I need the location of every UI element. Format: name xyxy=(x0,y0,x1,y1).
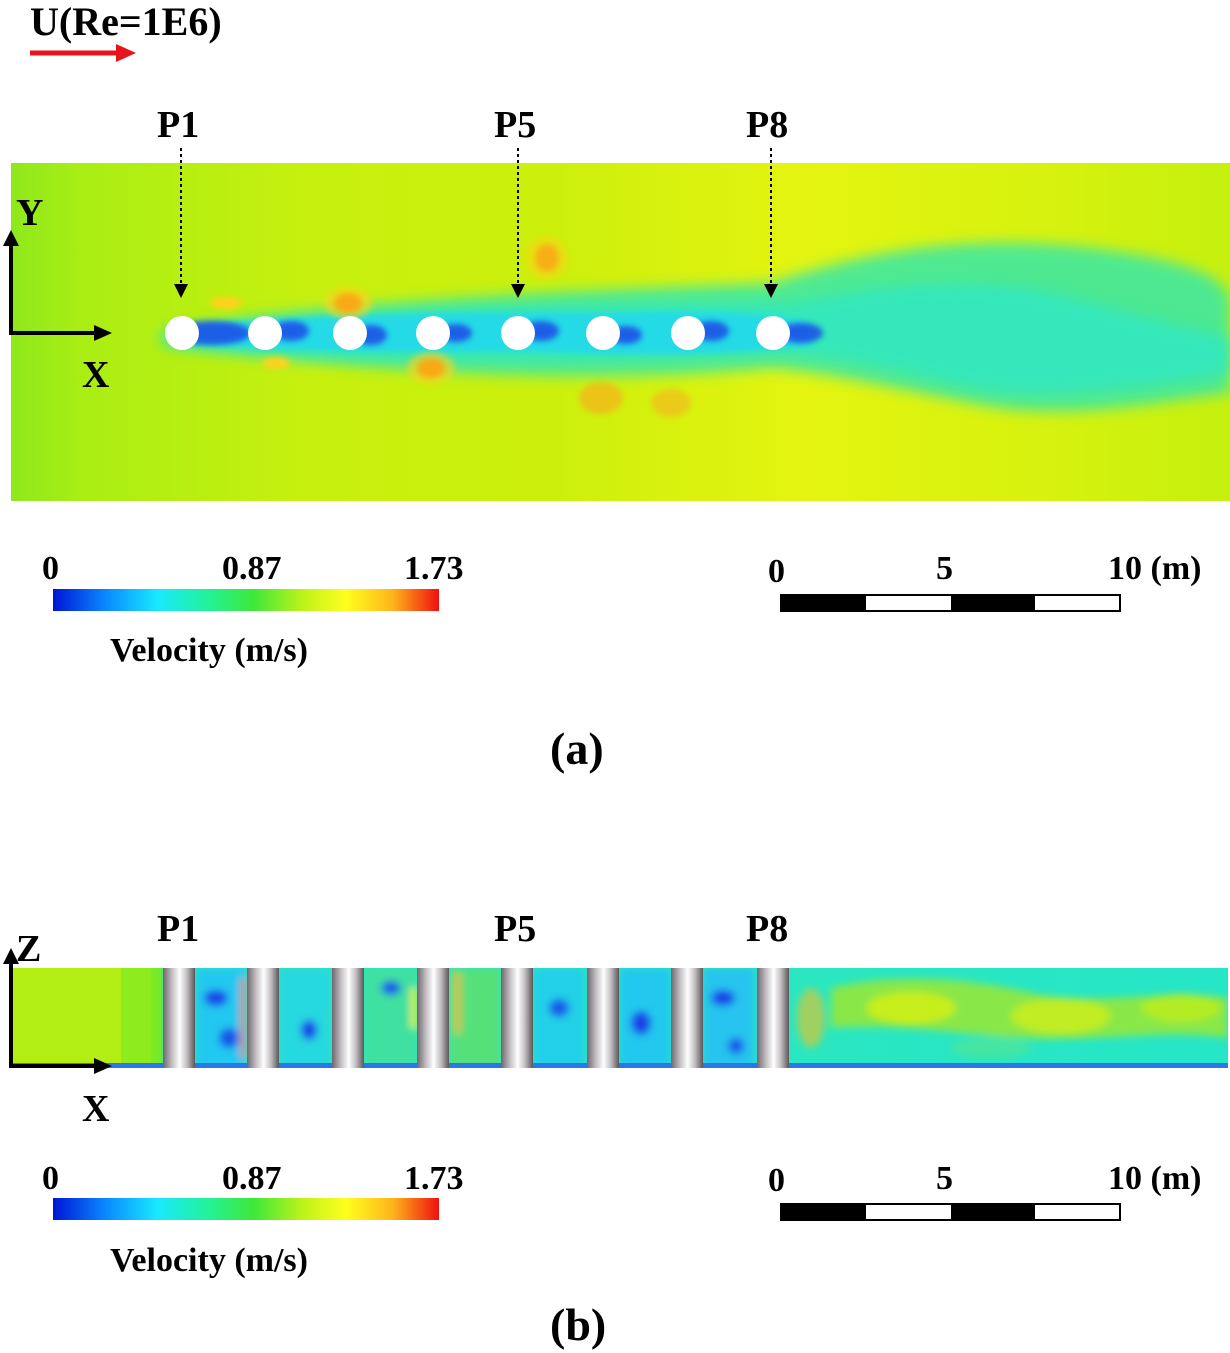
axis-label-x: X xyxy=(82,354,110,396)
colorbar-mid: 0.87 xyxy=(222,550,282,587)
pile-5 xyxy=(501,968,533,1068)
colorbar-mid-b: 0.87 xyxy=(222,1160,282,1197)
scale-label-10-b: 10 (m) xyxy=(1108,1160,1202,1197)
colorbar-title: Velocity (m/s) xyxy=(110,632,308,669)
pile-6 xyxy=(587,968,619,1068)
pile-8 xyxy=(757,968,789,1068)
cylinder-4 xyxy=(416,316,450,350)
axis-label-z: Z xyxy=(16,928,42,970)
flow-label: U(Re=1E6) xyxy=(30,0,222,44)
scale-bar-b xyxy=(780,1203,1121,1221)
cylinder-8 xyxy=(756,316,790,350)
cylinder-3 xyxy=(333,316,367,350)
scale-label-0: 0 xyxy=(768,553,785,590)
axis-label-x-b: X xyxy=(82,1088,110,1130)
axes-xz-icon xyxy=(3,948,112,1074)
velocity-contour-top-view xyxy=(11,163,1230,501)
cylinder-7 xyxy=(671,316,705,350)
scale-label-10: 10 (m) xyxy=(1108,550,1202,587)
cylinder-2 xyxy=(248,316,282,350)
flow-arrow-icon xyxy=(30,44,136,62)
panel-caption-b: (b) xyxy=(550,1299,607,1350)
velocity-contour-side-view xyxy=(11,968,1228,1068)
pile-7 xyxy=(671,968,703,1068)
axes-xy-icon xyxy=(3,230,112,341)
colorbar-min-b: 0 xyxy=(42,1160,59,1197)
probe-label-p5: P5 xyxy=(494,104,537,146)
probe-label-p1: P1 xyxy=(157,104,200,146)
panel-caption-a: (a) xyxy=(550,723,604,774)
probe-label-p8: P8 xyxy=(746,104,789,146)
side-wake-field xyxy=(11,968,1228,1068)
axis-label-y: Y xyxy=(16,192,44,234)
probe-label-p1-b: P1 xyxy=(157,908,200,950)
cylinder-6 xyxy=(586,316,620,350)
pile-4 xyxy=(417,968,449,1068)
scale-label-5-b: 5 xyxy=(936,1160,953,1197)
cylinder-5 xyxy=(501,316,535,350)
colorbar-min: 0 xyxy=(42,550,59,587)
pile-3 xyxy=(332,968,364,1068)
scale-bar xyxy=(780,594,1121,612)
pile-1 xyxy=(163,968,195,1068)
probe-label-p8-b: P8 xyxy=(746,908,789,950)
scale-label-0-b: 0 xyxy=(768,1162,785,1199)
colorbar-max: 1.73 xyxy=(404,550,464,587)
probe-arrows-a xyxy=(174,148,778,298)
colorbar-title-b: Velocity (m/s) xyxy=(110,1242,308,1279)
pile-2 xyxy=(247,968,279,1068)
probe-label-p5-b: P5 xyxy=(494,908,537,950)
cylinder-1 xyxy=(165,316,199,350)
colorbar-gradient-b xyxy=(53,1198,439,1220)
colorbar-gradient xyxy=(53,589,439,611)
scale-label-5: 5 xyxy=(936,550,953,587)
colorbar-max-b: 1.73 xyxy=(404,1160,464,1197)
